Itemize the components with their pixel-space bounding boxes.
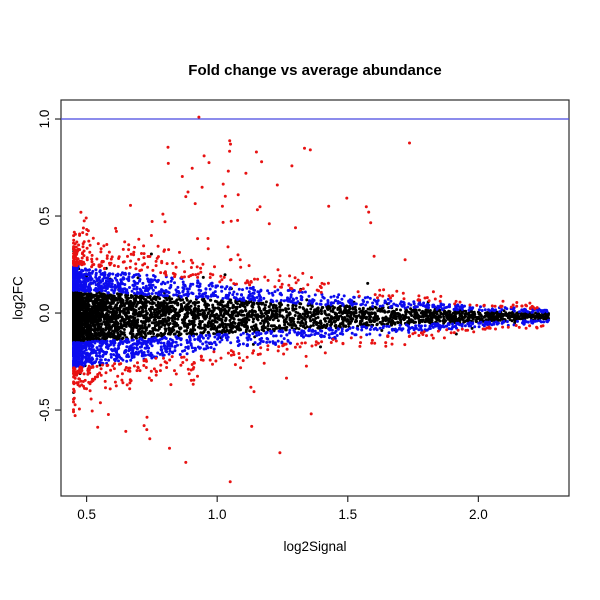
x-tick-label: 0.5 bbox=[77, 507, 96, 522]
points-blue bbox=[72, 264, 550, 369]
y-tick-label: 1.0 bbox=[37, 110, 52, 129]
x-axis-title: log2Signal bbox=[283, 539, 347, 554]
x-tick-label: 2.0 bbox=[469, 507, 488, 522]
points-red bbox=[72, 115, 545, 484]
points-black bbox=[72, 249, 550, 394]
x-axis-ticks: 0.5 1.0 1.5 2.0 bbox=[77, 496, 488, 522]
y-tick-label: -0.5 bbox=[37, 398, 52, 421]
y-tick-label: 0.5 bbox=[37, 207, 52, 226]
x-tick-label: 1.5 bbox=[338, 507, 357, 522]
x-tick-label: 1.0 bbox=[208, 507, 227, 522]
y-axis-ticks: -0.5 0.0 0.5 1.0 bbox=[37, 110, 61, 422]
y-axis-title: log2FC bbox=[10, 276, 26, 320]
chart-title: Fold change vs average abundance bbox=[188, 62, 442, 79]
y-tick-label: 0.0 bbox=[37, 304, 52, 323]
plot-box bbox=[60, 99, 570, 497]
